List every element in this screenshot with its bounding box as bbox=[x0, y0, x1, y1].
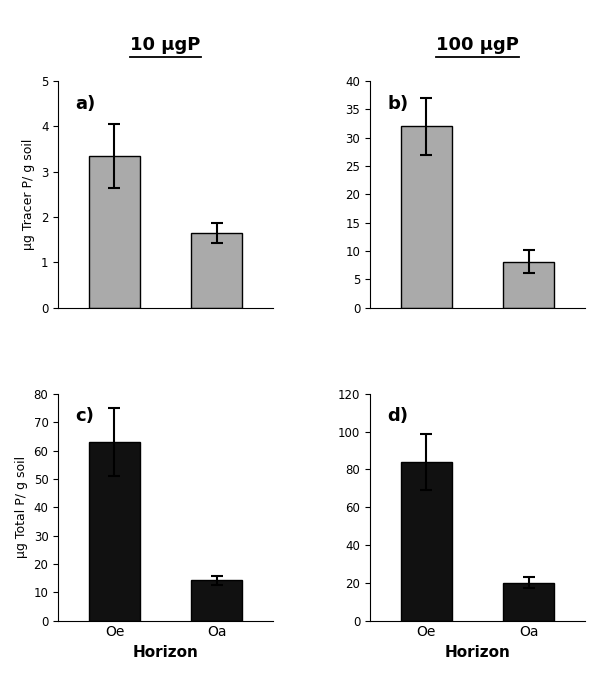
Text: d): d) bbox=[387, 408, 408, 425]
Text: c): c) bbox=[76, 408, 94, 425]
Text: a): a) bbox=[76, 95, 95, 113]
Bar bbox=[401, 462, 452, 620]
Y-axis label: μg Total P/ g soil: μg Total P/ g soil bbox=[15, 456, 28, 558]
Text: 10 μgP: 10 μgP bbox=[130, 36, 201, 54]
X-axis label: Horizon: Horizon bbox=[445, 645, 511, 660]
Bar bbox=[191, 233, 242, 308]
Bar bbox=[89, 442, 140, 620]
Bar bbox=[401, 126, 452, 308]
Bar bbox=[191, 580, 242, 620]
Bar bbox=[503, 262, 554, 308]
Bar bbox=[503, 583, 554, 620]
Y-axis label: μg Tracer P/ g soil: μg Tracer P/ g soil bbox=[22, 138, 35, 250]
X-axis label: Horizon: Horizon bbox=[133, 645, 199, 660]
Text: b): b) bbox=[387, 95, 408, 113]
Text: 100 μgP: 100 μgP bbox=[436, 36, 519, 54]
Bar bbox=[89, 156, 140, 308]
